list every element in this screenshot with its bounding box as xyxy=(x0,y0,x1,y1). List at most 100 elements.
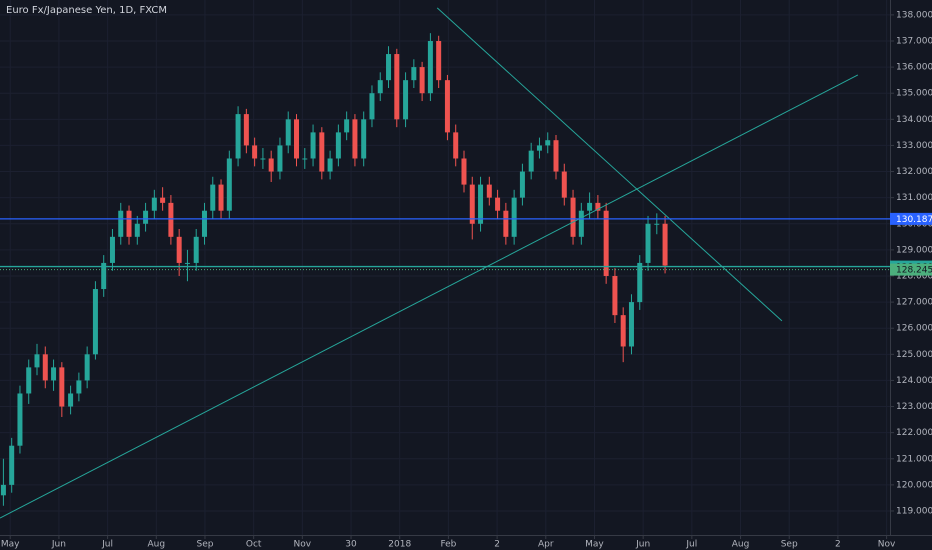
candle-body xyxy=(294,119,300,159)
x-tick-label: Sep xyxy=(781,540,798,550)
candle-body xyxy=(620,315,626,347)
candle-body xyxy=(536,145,542,151)
candle-body xyxy=(310,132,316,159)
candle-body xyxy=(9,445,15,485)
candle-body xyxy=(126,210,132,237)
x-tick-label: Jun xyxy=(51,540,66,550)
candle-body xyxy=(394,54,400,120)
y-tick-label: 119.000 xyxy=(896,506,932,516)
x-tick-label: Aug xyxy=(732,540,750,550)
candle-body xyxy=(226,158,232,211)
candle-body xyxy=(76,380,82,394)
y-tick-label: 121.000 xyxy=(896,454,932,464)
candle-body xyxy=(268,158,274,172)
candle-body xyxy=(59,367,65,407)
y-tick-label: 128.000 xyxy=(896,271,932,281)
x-tick-label: Jun xyxy=(635,540,650,550)
candle-body xyxy=(218,184,224,211)
candle-body xyxy=(587,202,593,211)
candle-body xyxy=(495,197,501,211)
x-tick-label: 2 xyxy=(494,540,500,550)
chart-title: Euro Fx/Japanese Yen, 1D, FXCM xyxy=(6,5,167,16)
x-tick-label: Sep xyxy=(196,540,213,550)
candle-body xyxy=(151,197,157,211)
candle-body xyxy=(101,262,107,290)
x-tick-label: 2 xyxy=(835,540,841,550)
x-tick-label: Nov xyxy=(878,540,896,550)
x-tick-label: May xyxy=(1,540,20,550)
trend-line xyxy=(0,74,859,519)
candle-body xyxy=(84,354,90,381)
candle-body xyxy=(486,184,492,198)
candle-body xyxy=(118,210,124,237)
y-tick-label: 134.000 xyxy=(896,115,932,125)
candle-body xyxy=(109,236,115,263)
price-tag xyxy=(890,263,932,276)
candle-body xyxy=(578,210,584,237)
candle-body xyxy=(277,145,283,172)
candle-body xyxy=(637,262,643,303)
candle-body xyxy=(243,114,249,146)
y-tick-label: 138.000 xyxy=(896,10,932,20)
candle-body xyxy=(143,210,149,224)
candle-body xyxy=(511,197,517,237)
x-tick-label: Apr xyxy=(538,540,554,550)
candle-body xyxy=(201,210,207,237)
candle-body xyxy=(235,114,241,159)
y-tick-label: 123.000 xyxy=(896,402,932,412)
y-tick-label: 120.000 xyxy=(896,480,932,490)
candle-body xyxy=(603,210,609,276)
candle-body xyxy=(17,393,23,446)
candle-body xyxy=(335,132,341,159)
price-tag-label: 128.245 xyxy=(896,266,932,276)
candle-body xyxy=(570,197,576,237)
y-tick-label: 133.000 xyxy=(896,141,932,151)
y-tick-label: 137.000 xyxy=(896,36,932,46)
y-tick-label: 127.000 xyxy=(896,298,932,308)
candle-body xyxy=(34,354,40,368)
x-tick-label: Oct xyxy=(246,540,262,550)
candle-body xyxy=(403,80,409,120)
candle-body xyxy=(42,354,48,381)
candle-body xyxy=(319,132,325,172)
x-tick-label: 2018 xyxy=(388,540,411,550)
candle-body xyxy=(411,67,417,81)
y-tick-label: 125.000 xyxy=(896,350,932,360)
candle-body xyxy=(26,367,32,394)
candle-body xyxy=(68,393,74,407)
candle-body xyxy=(302,158,308,160)
y-tick-label: 124.000 xyxy=(896,376,932,386)
y-tick-label: 129.000 xyxy=(896,245,932,255)
candle-body xyxy=(545,140,551,146)
candle-body xyxy=(612,275,618,316)
candle-body xyxy=(51,367,57,381)
candle-body xyxy=(92,289,98,355)
candle-body xyxy=(210,184,216,211)
candle-body xyxy=(453,132,459,159)
candle-body xyxy=(352,119,358,159)
x-tick-label: Jul xyxy=(101,540,113,550)
candle-body xyxy=(645,223,651,263)
candle-body xyxy=(168,202,174,237)
candle-body xyxy=(519,171,525,198)
grid xyxy=(0,0,890,535)
x-tick-label: May xyxy=(585,540,604,550)
candle-body xyxy=(184,262,190,264)
candle-body xyxy=(444,80,450,133)
candle-body xyxy=(361,119,367,159)
candle-body xyxy=(503,210,509,237)
candle-body xyxy=(134,223,140,237)
x-tick-label: Feb xyxy=(440,540,456,550)
candle-body xyxy=(419,67,425,94)
candle-body xyxy=(285,119,291,146)
candle-body xyxy=(478,184,484,224)
trend-line xyxy=(436,7,783,322)
candle-body xyxy=(193,236,199,263)
candle-body xyxy=(369,93,375,120)
y-tick-label: 136.000 xyxy=(896,63,932,73)
candle-body xyxy=(628,302,634,347)
candle-body xyxy=(344,119,350,133)
candle-body xyxy=(561,171,567,198)
